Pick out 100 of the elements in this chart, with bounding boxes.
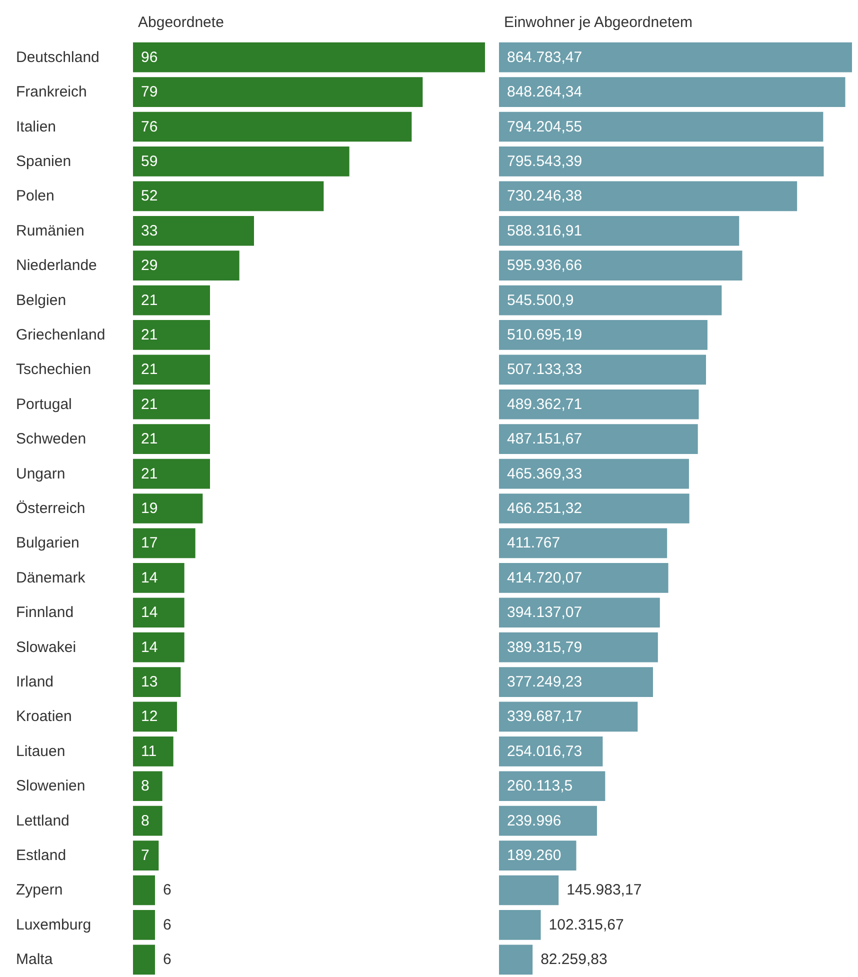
bar [133, 424, 210, 454]
chart-title: Einwohner je Abgeordnetem [504, 14, 692, 31]
y-tick-label: Niederlande [16, 257, 97, 274]
bar [133, 354, 210, 385]
bar [133, 910, 155, 940]
data-label: 29 [141, 257, 158, 274]
bar [499, 424, 698, 454]
y-tick-label: Dänemark [16, 569, 86, 586]
data-label: 545.500,9 [507, 292, 574, 309]
data-label: 254.016,73 [507, 742, 582, 760]
data-label: 377.249,23 [507, 674, 582, 691]
y-tick-label: Portugal [16, 396, 72, 413]
y-tick-label: Litauen [16, 742, 66, 760]
data-label: 59 [141, 152, 158, 170]
y-tick-label: Lettland [16, 812, 70, 830]
bar [499, 250, 742, 280]
bar [499, 494, 690, 524]
bar [499, 77, 846, 107]
data-label: 14 [141, 569, 158, 586]
data-label: 595.936,66 [507, 257, 582, 274]
y-tick-label: Rumänien [16, 222, 84, 240]
y-tick-label: Luxemburg [16, 916, 92, 934]
data-label: 14 [141, 638, 158, 656]
data-label: 52 [141, 188, 158, 205]
bar [133, 840, 159, 870]
y-tick-label: Griechenland [16, 326, 106, 344]
data-label: 96 [141, 48, 158, 66]
data-label: 864.783,47 [507, 48, 582, 66]
data-label: 848.264,34 [507, 84, 582, 101]
data-label: 11 [141, 742, 157, 760]
y-tick-label: Slowakei [16, 638, 76, 656]
data-label: 730.246,38 [507, 188, 582, 205]
data-label: 260.113,5 [507, 778, 573, 795]
y-tick-label: Kroatien [16, 708, 72, 726]
bar [133, 702, 177, 732]
bar [133, 42, 485, 72]
bar [499, 875, 559, 906]
data-label: 21 [141, 361, 158, 378]
bar [499, 458, 689, 489]
bar [499, 320, 708, 350]
bar [133, 112, 412, 142]
bar [133, 771, 162, 802]
y-tick-label: Belgien [16, 292, 66, 309]
data-label: 465.369,33 [507, 465, 582, 482]
bar [499, 771, 606, 802]
data-label: 414.720,07 [507, 569, 582, 586]
bar [133, 320, 210, 350]
data-label: 6 [163, 882, 172, 899]
y-tick-label: Österreich [16, 500, 86, 517]
bar [499, 285, 722, 316]
data-label: 145.983,17 [566, 882, 642, 899]
data-label: 6 [163, 951, 172, 968]
bar [499, 528, 668, 558]
bar [133, 458, 210, 489]
bar [499, 702, 638, 732]
y-tick-label: Spanien [16, 152, 72, 170]
data-label: 21 [141, 292, 158, 309]
bar [499, 806, 597, 836]
data-label: 489.362,71 [507, 396, 582, 413]
bar [133, 806, 162, 836]
bar [133, 528, 196, 558]
bar [499, 562, 668, 593]
data-label: 21 [141, 396, 158, 413]
data-label: 21 [141, 465, 158, 482]
data-label: 510.695,19 [507, 326, 582, 344]
data-label: 794.204,55 [507, 118, 582, 136]
bar [133, 632, 184, 662]
y-tick-label: Italien [16, 118, 56, 136]
y-tick-label: Irland [16, 674, 54, 691]
bar [133, 494, 203, 524]
bar [133, 562, 184, 593]
bar [499, 354, 706, 385]
bar [499, 181, 798, 212]
y-tick-label: Frankreich [16, 84, 87, 101]
data-label: 12 [141, 708, 158, 726]
data-label: 17 [141, 534, 158, 552]
bar [133, 77, 423, 107]
y-tick-label: Slowenien [16, 778, 86, 795]
bar [133, 598, 184, 628]
bar [133, 944, 155, 975]
bar [499, 146, 824, 176]
bar [133, 146, 350, 176]
data-label: 795.543,39 [507, 152, 582, 170]
data-label: 102.315,67 [548, 916, 624, 934]
y-tick-label: Tschechien [16, 361, 92, 378]
y-tick-label: Malta [16, 951, 54, 968]
y-tick-label: Finnland [16, 604, 74, 622]
data-label: 7 [141, 847, 150, 864]
bar [499, 667, 653, 697]
data-label: 8 [141, 778, 150, 795]
data-label: 21 [141, 326, 158, 344]
data-label: 79 [141, 84, 158, 101]
data-label: 14 [141, 604, 158, 622]
bar [133, 389, 210, 420]
y-tick-label: Deutschland [16, 48, 100, 66]
data-label: 339.687,17 [507, 708, 582, 726]
y-tick-label: Zypern [16, 882, 63, 899]
data-label: 19 [141, 500, 158, 517]
bar [133, 181, 324, 212]
bar [499, 910, 541, 940]
